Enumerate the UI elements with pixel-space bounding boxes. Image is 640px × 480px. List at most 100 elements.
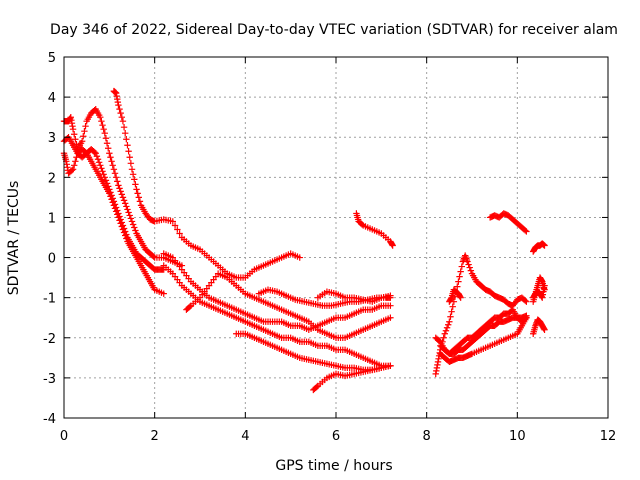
data-point [541, 242, 548, 249]
data-point [132, 227, 139, 234]
data-point [107, 189, 114, 196]
data-point [115, 210, 122, 217]
data-point [99, 168, 106, 175]
data-point [443, 324, 451, 331]
x-tick-label: 6 [332, 429, 340, 444]
series-arc4 [110, 87, 303, 281]
series-arc12 [353, 210, 396, 249]
y-tick-label: 5 [48, 51, 56, 66]
data-point [440, 334, 447, 341]
series-arc15 [437, 314, 530, 366]
data-point [91, 149, 98, 156]
data-point [448, 308, 455, 315]
data-point [122, 130, 129, 137]
data-point [120, 123, 128, 131]
data-point [313, 383, 320, 391]
data-point [105, 145, 112, 152]
data-point [135, 194, 142, 201]
data-point [116, 185, 123, 192]
y-tick-label: -1 [43, 292, 56, 307]
data-point [358, 221, 366, 228]
series-arc17 [446, 286, 464, 305]
y-axis-label: SDTVAR / TECUs [6, 181, 22, 296]
data-point [111, 201, 119, 208]
data-point [81, 128, 88, 135]
chart-title: Day 346 of 2022, Sidereal Day-to-day VTE… [50, 22, 618, 38]
series-arc6 [160, 262, 394, 370]
data-point [387, 292, 394, 299]
series-arc18 [486, 210, 530, 235]
data-point [449, 303, 456, 310]
data-point [100, 171, 107, 178]
series-arc22 [530, 316, 548, 337]
y-tick-label: -2 [43, 332, 56, 347]
data-point [446, 318, 453, 325]
data-point [127, 215, 135, 222]
data-point [174, 226, 181, 233]
data-point [115, 101, 122, 109]
series-arc10 [310, 362, 394, 394]
data-point [72, 158, 79, 165]
data-point [106, 150, 113, 157]
data-point [116, 105, 123, 113]
data-point [97, 162, 104, 169]
data-point [116, 213, 123, 220]
data-point [107, 154, 114, 161]
data-point [69, 166, 77, 173]
data-point [457, 268, 464, 275]
data-point [94, 156, 102, 163]
data-point [125, 209, 132, 216]
data-point [523, 298, 530, 305]
data-point [128, 218, 136, 225]
data-point [124, 142, 131, 149]
data-point [112, 174, 120, 181]
x-tick-label: 12 [600, 429, 617, 444]
data-point [71, 131, 78, 138]
data-point [123, 136, 130, 143]
data-point [134, 190, 141, 197]
data-point [454, 283, 461, 290]
series-arc7 [183, 270, 394, 341]
data-point [387, 362, 394, 370]
data-point [101, 174, 108, 181]
data-point [114, 207, 121, 214]
y-tick-label: -4 [43, 412, 56, 427]
data-point [387, 314, 394, 321]
data-point [457, 294, 464, 301]
data-point [445, 321, 452, 328]
data-point [80, 133, 87, 140]
data-point [100, 126, 107, 133]
data-point [120, 197, 128, 204]
data-point [108, 158, 115, 165]
data-point [123, 203, 130, 210]
series-arc8 [233, 330, 394, 374]
data-point [105, 183, 112, 190]
data-point [467, 267, 475, 274]
data-point [110, 166, 118, 173]
data-point [447, 313, 454, 320]
data-point [442, 327, 450, 334]
data-point [98, 165, 105, 172]
data-point [102, 177, 110, 184]
data-point [109, 195, 116, 202]
data-point [464, 258, 471, 265]
data-point [99, 121, 106, 129]
data-point [115, 182, 122, 189]
data-point [119, 117, 127, 125]
data-point [466, 264, 473, 271]
y-tick-label: 4 [48, 91, 56, 106]
x-tick-label: 4 [241, 429, 249, 444]
data-point [522, 297, 529, 304]
data-point [186, 303, 193, 310]
data-point [102, 135, 110, 142]
series-arc19 [530, 240, 548, 255]
data-point [176, 230, 183, 237]
data-point [125, 148, 132, 155]
data-point [114, 178, 121, 185]
data-point [523, 228, 530, 235]
data-point [108, 192, 115, 199]
data-point [136, 198, 144, 205]
data-point [68, 167, 76, 174]
series-arc11 [314, 288, 394, 305]
